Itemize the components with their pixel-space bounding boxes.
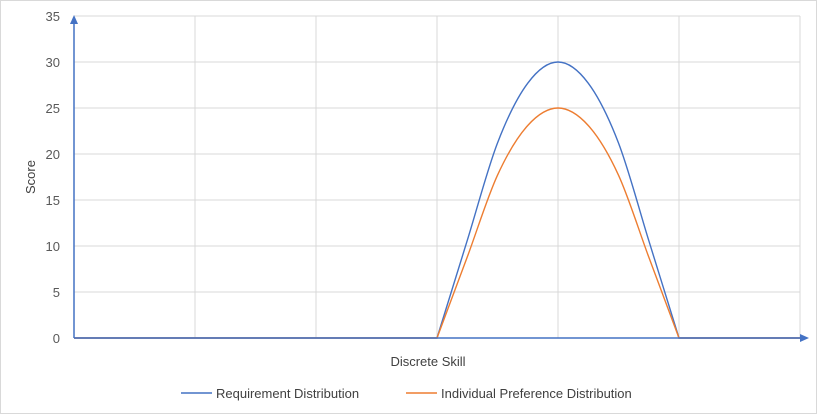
y-axis-tick-labels: 0 5 10 15 20 25 30 35	[46, 9, 60, 346]
series-lines	[74, 61, 800, 339]
legend: Requirement Distribution Individual Pref…	[181, 386, 632, 401]
x-axis-arrow	[800, 334, 809, 342]
y-axis-title: Score	[23, 160, 38, 194]
y-axis-arrow	[70, 15, 78, 24]
x-axis-title: Discrete Skill	[390, 354, 465, 369]
y-tick-label: 10	[46, 239, 60, 254]
series-line-individual-preference	[74, 107, 800, 339]
y-tick-label: 35	[46, 9, 60, 24]
legend-label-individual-preference: Individual Preference Distribution	[441, 386, 632, 401]
y-tick-label: 5	[53, 285, 60, 300]
legend-label-requirement: Requirement Distribution	[216, 386, 359, 401]
y-tick-label: 30	[46, 55, 60, 70]
y-tick-label: 20	[46, 147, 60, 162]
gridlines	[74, 15, 801, 338]
series-line-requirement	[74, 61, 800, 339]
y-tick-label: 0	[53, 331, 60, 346]
axes	[70, 15, 809, 342]
y-tick-label: 15	[46, 193, 60, 208]
y-tick-label: 25	[46, 101, 60, 116]
